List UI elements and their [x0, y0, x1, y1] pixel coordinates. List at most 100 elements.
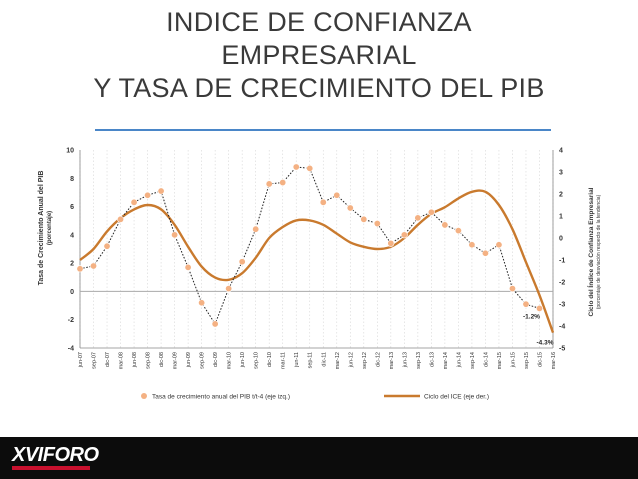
gdp-point: [157, 187, 165, 195]
right-tick-label: -3: [559, 302, 565, 309]
x-tick-label: jun-10: [240, 352, 246, 368]
x-tick-label: mar-13: [389, 352, 395, 369]
x-axis-ticks: jun-07 sep-07 dic-07 mar-08 jun-08 sep-08 dic-…: [78, 352, 557, 369]
gdp-point: [427, 208, 435, 216]
gdp-point: [238, 258, 246, 266]
gdp-point: [171, 231, 179, 239]
gdp-point: [198, 299, 206, 307]
right-tick-label: 0: [559, 236, 563, 243]
logo-underline: [12, 466, 90, 470]
x-tick-label: dic-10: [267, 352, 273, 367]
annotation-label: -4.3%: [537, 340, 554, 347]
x-tick-label: dic-11: [321, 352, 327, 367]
right-axis-sublabel: (porcentaje de desviación respecto de la…: [596, 194, 602, 309]
gdp-point: [225, 285, 233, 293]
chart-axes: [79, 150, 554, 349]
x-tick-label: sep-10: [254, 352, 260, 369]
left-tick-label: 0: [70, 289, 74, 296]
gdp-point: [468, 241, 476, 249]
left-tick-label: 6: [70, 204, 74, 211]
x-tick-label: jun-08: [132, 352, 138, 368]
right-tick-label: 1: [559, 214, 563, 221]
right-tick-label: -2: [559, 280, 565, 287]
gdp-point: [184, 263, 192, 271]
x-tick-label: mar-09: [173, 352, 179, 369]
x-tick-label: jun-11: [294, 352, 300, 368]
chart-annotations: -1.2% -4.3%: [523, 313, 554, 346]
right-axis-ticks: -5 -4 -3 -2 -1 0 1 2 3 4: [559, 148, 565, 353]
gdp-point: [265, 180, 273, 188]
x-tick-label: jun-07: [78, 352, 84, 368]
title-line-1: INDICE DE CONFIANZA: [166, 7, 472, 37]
x-tick-label: mar-16: [551, 352, 557, 369]
logo-text: XVIFORO: [12, 444, 99, 466]
gdp-point: [76, 265, 84, 273]
left-tick-label: 2: [70, 261, 74, 268]
x-tick-label: sep-09: [200, 352, 206, 369]
gdp-point: [508, 285, 516, 293]
gdp-point: [454, 227, 462, 235]
gdp-point: [481, 249, 489, 257]
x-tick-label: jun-09: [186, 352, 192, 368]
x-tick-label: dic-07: [105, 352, 111, 367]
left-axis-ticks: -4 -2 0 2 4 6 8 10: [66, 148, 74, 353]
x-tick-label: dic-13: [429, 352, 435, 367]
left-tick-label: 10: [66, 148, 74, 155]
annotation-label: -1.2%: [523, 313, 540, 320]
x-tick-label: mar-12: [335, 352, 341, 369]
gdp-point: [360, 215, 368, 223]
gdp-point: [319, 198, 327, 206]
right-tick-label: -4: [559, 324, 565, 331]
x-tick-label: mar-08: [119, 352, 125, 369]
gdp-point: [279, 179, 287, 187]
x-tick-label: sep-13: [416, 352, 422, 369]
right-tick-label: -1: [559, 258, 565, 265]
x-tick-label: mar-10: [227, 352, 233, 369]
gdp-point: [346, 204, 354, 212]
left-tick-label: -2: [68, 317, 74, 324]
legend-ice-label: Ciclo del ICE (eje der.): [424, 394, 489, 401]
ice-series-line: [79, 189, 555, 334]
left-tick-label: 8: [70, 176, 74, 183]
x-tick-label: dic-09: [213, 352, 219, 367]
left-axis-sublabel: (porcentaje): [47, 211, 53, 245]
gdp-point: [414, 214, 422, 222]
gdp-point: [495, 241, 503, 249]
gdp-point: [333, 191, 341, 199]
footer-bar: [0, 437, 638, 479]
x-tick-label: jun-12: [348, 352, 354, 368]
gdp-point: [292, 163, 300, 171]
x-tick-label: dic-14: [483, 352, 489, 367]
legend-gdp-label: Tasa de crecimiento anual del PIB t/t-4 …: [152, 394, 290, 401]
gdp-point: [103, 242, 111, 250]
x-tick-label: dic-08: [159, 352, 165, 367]
title-line-2: EMPRESARIAL: [221, 40, 417, 70]
title-line-3: Y TASA DE CRECIMIENTO DEL PIB: [93, 73, 545, 103]
x-tick-label: mar-14: [443, 352, 449, 369]
x-tick-label: jun-14: [456, 352, 462, 368]
gdp-point: [400, 231, 408, 239]
x-tick-label: mar-15: [497, 352, 503, 369]
forum-logo: XVIFORO: [12, 444, 99, 474]
legend-gdp-marker: [141, 393, 147, 399]
right-tick-label: 3: [559, 170, 563, 177]
title-underline: [95, 129, 551, 131]
gdp-point: [90, 262, 98, 270]
gdp-point: [306, 164, 314, 172]
chart-series: [76, 163, 555, 334]
left-tick-label: 4: [70, 232, 74, 239]
chart-grid: [79, 150, 554, 348]
x-tick-label: mar-11: [281, 352, 287, 369]
right-axis-label: Ciclo del Índice de Confianza Empresaria…: [586, 187, 595, 316]
gdp-point: [144, 191, 152, 199]
right-tick-label: 4: [559, 148, 563, 155]
gdp-point: [441, 221, 449, 229]
gdp-point: [387, 239, 395, 247]
gdp-ice-chart: -4 -2 0 2 4 6 8 10 -5 -4 -3 -2 -1 0 1 2 3 4 jun-07 sep-07…: [38, 148, 602, 401]
gdp-point: [252, 225, 260, 233]
x-tick-label: sep-07: [92, 352, 98, 369]
x-tick-label: jun-13: [402, 352, 408, 368]
x-tick-label: dic-12: [375, 352, 381, 367]
right-tick-label: 2: [559, 192, 563, 199]
gdp-point: [130, 198, 138, 206]
